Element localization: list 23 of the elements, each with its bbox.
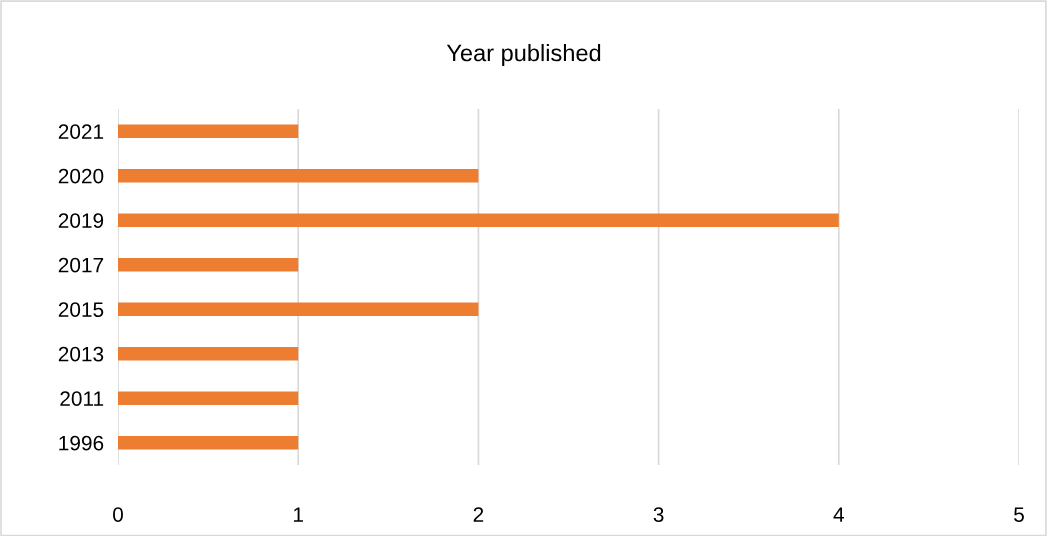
y-tick-label: 1996 [59,435,104,451]
bar [118,258,299,272]
y-tick-label: 2015 [58,302,104,317]
x-tick-label: 4 [833,507,844,522]
y-tick-label: 2019 [58,213,104,228]
x-tick-label: 0 [113,507,123,522]
x-tick-label: 2 [473,507,484,522]
bar [118,213,839,227]
y-tick-label: 2013 [58,346,104,362]
bar [118,169,479,183]
bar [118,302,479,316]
y-tick-label: 2020 [58,168,104,184]
x-tick-label: 3 [653,507,664,522]
bar [118,124,299,138]
x-tick-label: 5 [1014,507,1024,522]
chart-title: Year published [446,44,601,66]
bar [118,436,299,450]
y-tick-label: 2017 [58,257,104,273]
bar [118,347,299,361]
bar [118,391,299,405]
y-tick-label: 2011 [60,391,104,406]
y-tick-label: 2021 [58,124,104,139]
x-tick-label: 1 [294,507,303,522]
